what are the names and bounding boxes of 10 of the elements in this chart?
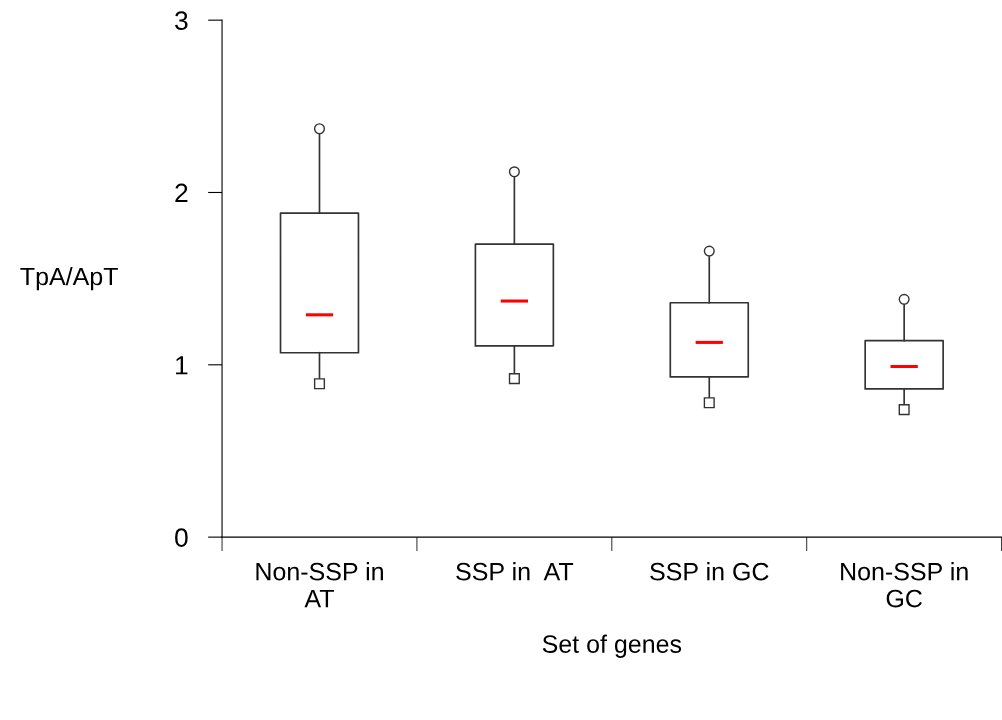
x-tick-label: Non-SSP in GC xyxy=(841,562,968,608)
y-axis-title: TpA/ApT xyxy=(20,266,118,291)
x-tick-label: Non-SSP in AT xyxy=(256,562,383,608)
x-axis-title: Set of genes xyxy=(542,634,682,658)
y-tick-label: 3 xyxy=(175,11,188,30)
x-tick-label: SSP in AT xyxy=(456,562,574,581)
x-tick-label: SSP in GC xyxy=(650,562,769,581)
y-tick-label: 1 xyxy=(176,356,188,375)
y-tick-label: 2 xyxy=(175,183,188,203)
y-tick-label: 0 xyxy=(175,528,188,547)
